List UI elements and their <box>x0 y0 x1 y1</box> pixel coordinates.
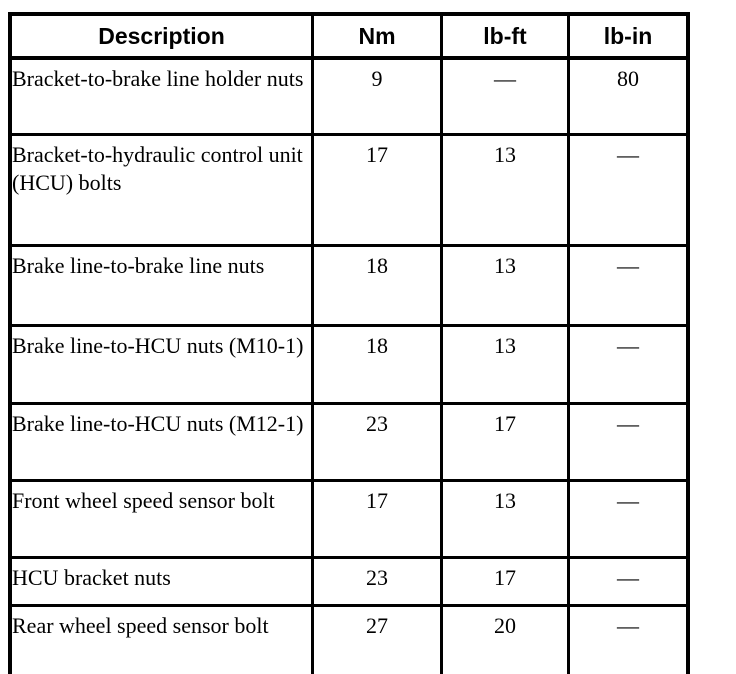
nm-value-cell: 9 <box>311 56 443 136</box>
column-header-nm: Nm <box>311 12 443 60</box>
description-cell: Rear wheel speed sensor bolt <box>8 604 314 674</box>
table-row: Brake line-to-HCU nuts (M12-1) 23 17— <box>8 402 690 482</box>
nm-value-cell: 23 <box>311 556 443 607</box>
nm-value-cell: 27 <box>311 604 443 674</box>
lb-ft-value-cell: 17 <box>440 402 570 482</box>
table-row: Bracket-to-brake line holder nuts 9—80 <box>8 56 690 136</box>
lb-in-value-cell: — <box>567 479 690 559</box>
lb-ft-value-cell: 20 <box>440 604 570 674</box>
lb-ft-value-cell: 13 <box>440 479 570 559</box>
lb-in-value-cell: — <box>567 604 690 674</box>
table-row: Brake line-to-brake line nuts 18 13— <box>8 244 690 327</box>
description-cell: Bracket-to-hydraulic control unit (HCU) … <box>8 133 314 247</box>
header-row: Description Nm lb-ft lb-in <box>8 12 690 60</box>
nm-value-cell: 18 <box>311 324 443 405</box>
table-body: Bracket-to-brake line holder nuts 9—80 Bra… <box>8 56 690 674</box>
nm-value-cell: 23 <box>311 402 443 482</box>
table-row: Bracket-to-hydraulic control unit (HCU) … <box>8 133 690 247</box>
table-row: Brake line-to-HCU nuts (M10-1) 18 13— <box>8 324 690 405</box>
lb-in-value-cell: — <box>567 556 690 607</box>
column-header-lb-ft: lb-ft <box>440 12 570 60</box>
column-header-description: Description <box>8 12 314 60</box>
description-cell: Bracket-to-brake line holder nuts <box>8 56 314 136</box>
nm-value-cell: 17 <box>311 133 443 247</box>
lb-ft-value-cell: 13 <box>440 244 570 327</box>
table-row: Rear wheel speed sensor bolt 27 20— <box>8 604 690 674</box>
table-row: Front wheel speed sensor bolt 17 13— <box>8 479 690 559</box>
lb-in-value-cell: — <box>567 324 690 405</box>
lb-in-value-cell: 80 <box>567 56 690 136</box>
lb-ft-value-cell: — <box>440 56 570 136</box>
torque-spec-table: Description Nm lb-ft lb-in Bracket-to-br… <box>8 12 690 674</box>
nm-value-cell: 17 <box>311 479 443 559</box>
lb-in-value-cell: — <box>567 402 690 482</box>
lb-ft-value-cell: 17 <box>440 556 570 607</box>
lb-ft-value-cell: 13 <box>440 133 570 247</box>
table-header: Description Nm lb-ft lb-in <box>8 12 690 60</box>
description-cell: Brake line-to-brake line nuts <box>8 244 314 327</box>
lb-ft-value-cell: 13 <box>440 324 570 405</box>
lb-in-value-cell: — <box>567 244 690 327</box>
description-cell: Brake line-to-HCU nuts (M10-1) <box>8 324 314 405</box>
description-cell: Brake line-to-HCU nuts (M12-1) <box>8 402 314 482</box>
lb-in-value-cell: — <box>567 133 690 247</box>
table-row: HCU bracket nuts 23 17— <box>8 556 690 607</box>
nm-value-cell: 18 <box>311 244 443 327</box>
description-cell: HCU bracket nuts <box>8 556 314 607</box>
column-header-lb-in: lb-in <box>567 12 690 60</box>
description-cell: Front wheel speed sensor bolt <box>8 479 314 559</box>
